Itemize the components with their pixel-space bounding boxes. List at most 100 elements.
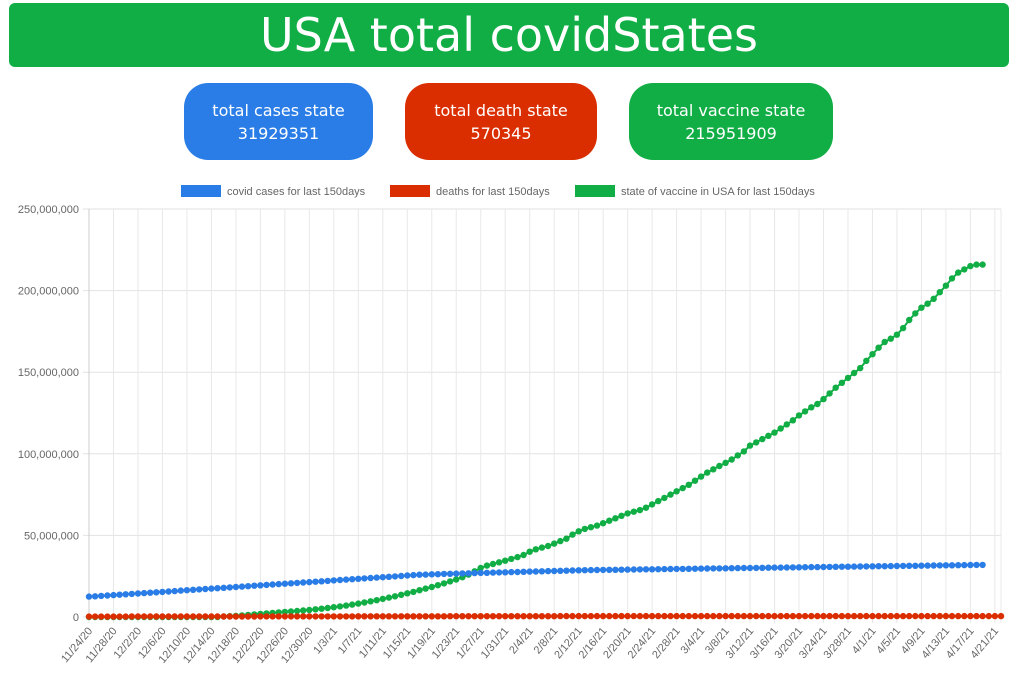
data-point[interactable] — [379, 574, 386, 581]
data-point[interactable] — [795, 564, 803, 571]
data-point[interactable] — [759, 612, 766, 620]
data-point[interactable] — [147, 613, 154, 620]
data-point[interactable] — [642, 566, 650, 573]
data-point[interactable] — [740, 612, 748, 620]
data-point[interactable] — [636, 566, 644, 573]
data-point[interactable] — [128, 590, 135, 598]
data-point[interactable] — [183, 587, 191, 594]
data-point[interactable] — [967, 612, 974, 620]
data-point[interactable] — [238, 613, 246, 620]
data-point[interactable] — [171, 613, 178, 620]
data-point[interactable] — [459, 570, 466, 577]
data-point[interactable] — [465, 570, 472, 577]
data-point[interactable] — [336, 603, 344, 610]
data-point[interactable] — [373, 574, 380, 581]
data-point[interactable] — [740, 564, 748, 572]
data-point[interactable] — [226, 584, 233, 591]
total-vaccine-card[interactable]: total vaccine state 215951909 — [629, 83, 833, 160]
data-point[interactable] — [612, 566, 619, 573]
data-point[interactable] — [349, 576, 356, 583]
data-point[interactable] — [349, 601, 356, 608]
data-point[interactable] — [759, 435, 766, 443]
data-point[interactable] — [257, 582, 264, 589]
data-point[interactable] — [367, 598, 374, 605]
data-point[interactable] — [636, 612, 644, 620]
data-point[interactable] — [434, 571, 442, 578]
data-point[interactable] — [208, 613, 215, 620]
data-point[interactable] — [734, 612, 741, 620]
data-point[interactable] — [820, 395, 827, 403]
data-point[interactable] — [300, 613, 307, 620]
data-point[interactable] — [912, 612, 919, 620]
data-point[interactable] — [428, 583, 435, 591]
data-point[interactable] — [906, 316, 913, 324]
data-point[interactable] — [336, 576, 344, 584]
data-point[interactable] — [428, 571, 435, 578]
data-point[interactable] — [673, 488, 680, 495]
data-point[interactable] — [483, 562, 491, 569]
data-point[interactable] — [165, 588, 172, 595]
data-point[interactable] — [746, 564, 754, 572]
data-point[interactable] — [961, 612, 968, 620]
data-point[interactable] — [367, 574, 374, 582]
data-point[interactable] — [520, 613, 527, 620]
data-point[interactable] — [863, 612, 870, 620]
data-point[interactable] — [636, 506, 644, 514]
data-point[interactable] — [961, 561, 968, 569]
data-point[interactable] — [673, 565, 680, 573]
data-point[interactable] — [312, 606, 319, 613]
data-point[interactable] — [814, 400, 821, 408]
data-point[interactable] — [563, 612, 570, 620]
data-point[interactable] — [116, 591, 123, 598]
data-point[interactable] — [630, 612, 637, 620]
data-point[interactable] — [722, 612, 729, 620]
data-point[interactable] — [587, 612, 595, 620]
data-point[interactable] — [257, 613, 264, 620]
data-point[interactable] — [324, 613, 331, 620]
data-point[interactable] — [483, 569, 491, 576]
data-point[interactable] — [887, 612, 894, 620]
data-point[interactable] — [612, 515, 619, 522]
data-point[interactable] — [416, 571, 423, 578]
data-point[interactable] — [973, 561, 980, 569]
data-point[interactable] — [244, 583, 252, 590]
data-point[interactable] — [220, 613, 227, 620]
data-point[interactable] — [673, 612, 680, 620]
data-point[interactable] — [226, 613, 233, 620]
data-point[interactable] — [489, 613, 497, 620]
data-point[interactable] — [508, 555, 515, 563]
data-point[interactable] — [306, 606, 313, 614]
data-point[interactable] — [753, 612, 760, 620]
data-point[interactable] — [648, 612, 656, 620]
data-point[interactable] — [777, 425, 784, 432]
data-point[interactable] — [679, 565, 686, 573]
data-point[interactable] — [740, 448, 748, 455]
data-point[interactable] — [838, 612, 846, 620]
data-point[interactable] — [624, 612, 631, 620]
data-point[interactable] — [551, 540, 558, 547]
data-point[interactable] — [196, 586, 203, 593]
data-point[interactable] — [385, 594, 393, 601]
data-point[interactable] — [808, 612, 815, 620]
data-point[interactable] — [814, 563, 821, 571]
data-point[interactable] — [581, 525, 588, 533]
data-point[interactable] — [385, 613, 393, 620]
data-point[interactable] — [569, 612, 576, 620]
data-point[interactable] — [789, 564, 797, 571]
data-point[interactable] — [293, 607, 301, 615]
data-point[interactable] — [587, 566, 595, 574]
data-point[interactable] — [936, 612, 943, 620]
data-point[interactable] — [942, 612, 950, 620]
data-point[interactable] — [795, 412, 803, 419]
data-point[interactable] — [410, 588, 417, 596]
data-point[interactable] — [630, 566, 637, 573]
data-point[interactable] — [391, 573, 399, 580]
data-point[interactable] — [446, 613, 454, 620]
data-point[interactable] — [330, 604, 337, 611]
data-point[interactable] — [440, 613, 448, 620]
data-point[interactable] — [789, 612, 797, 620]
data-point[interactable] — [269, 581, 276, 588]
data-point[interactable] — [459, 613, 466, 620]
data-point[interactable] — [801, 408, 809, 415]
data-point[interactable] — [569, 567, 576, 574]
